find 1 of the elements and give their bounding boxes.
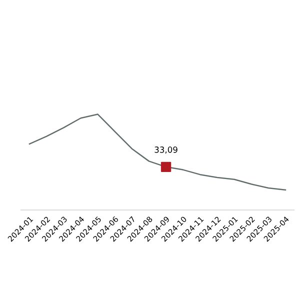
annotation: 33,09 — [154, 146, 178, 154]
